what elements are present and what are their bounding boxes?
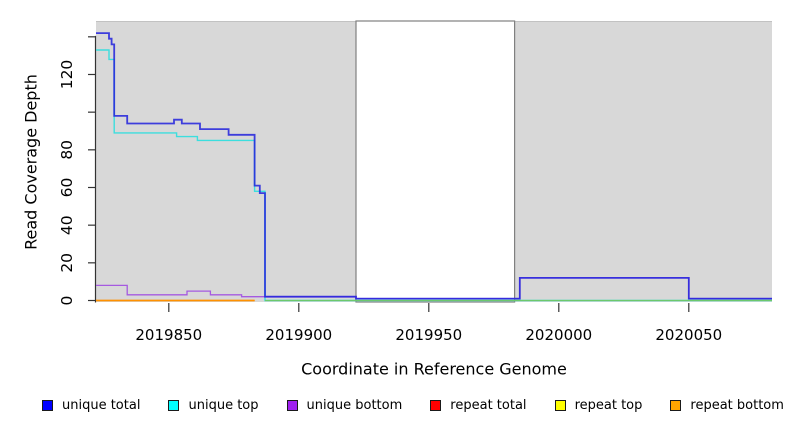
y-tick-label: 20 [58, 253, 76, 273]
legend-item-unique-total: unique total [42, 398, 140, 413]
gap-region [355, 20, 516, 303]
shaded-region [514, 21, 772, 302]
legend-item-unique-bottom: unique bottom [286, 397, 403, 413]
x-tick-label: 2019900 [265, 326, 332, 344]
series-line-unique-total [96, 32, 772, 300]
y-tick-label: 0 [58, 296, 76, 306]
legend-swatch-icon [42, 399, 53, 411]
x-axis-title: Coordinate in Reference Genome [301, 359, 567, 379]
legend-swatch-icon [168, 399, 180, 411]
legend-label: unique bottom [306, 397, 403, 413]
y-tick-label: 120 [58, 60, 76, 90]
x-axis: 2019850 2019900 2019950 2020000 2020050 [135, 303, 722, 344]
legend-label: repeat bottom [690, 397, 784, 413]
x-tick-label: 2019950 [395, 326, 462, 344]
legend-label: repeat top [574, 397, 643, 413]
shaded-region [96, 21, 356, 302]
y-tick-label: 40 [58, 215, 76, 235]
legend-swatch-icon [670, 399, 682, 411]
legend-swatch-icon [286, 399, 298, 411]
y-axis: 0 20 40 60 80 120 [58, 35, 97, 306]
x-tick-label: 2020050 [655, 326, 722, 344]
legend-item-repeat-bottom: repeat bottom [670, 398, 784, 413]
legend-label: repeat total [450, 397, 527, 413]
legend-label: unique total [62, 397, 141, 413]
legend: unique total unique top unique bottom repea… [42, 395, 784, 415]
y-tick-label: 60 [58, 178, 76, 198]
legend-swatch-icon [554, 399, 566, 411]
x-tick-label: 2019850 [135, 326, 202, 344]
series-line-unique-top [96, 49, 772, 302]
y-axis-title: Read Coverage Depth [21, 74, 41, 250]
legend-item-repeat-total: repeat total [430, 397, 527, 413]
legend-item-repeat-top: repeat top [554, 397, 643, 413]
legend-item-unique-top: unique top [168, 397, 259, 413]
y-tick-label: 80 [58, 140, 76, 160]
x-tick-label: 2020000 [525, 326, 592, 344]
legend-label: unique top [188, 397, 259, 413]
legend-swatch-icon [430, 399, 442, 411]
